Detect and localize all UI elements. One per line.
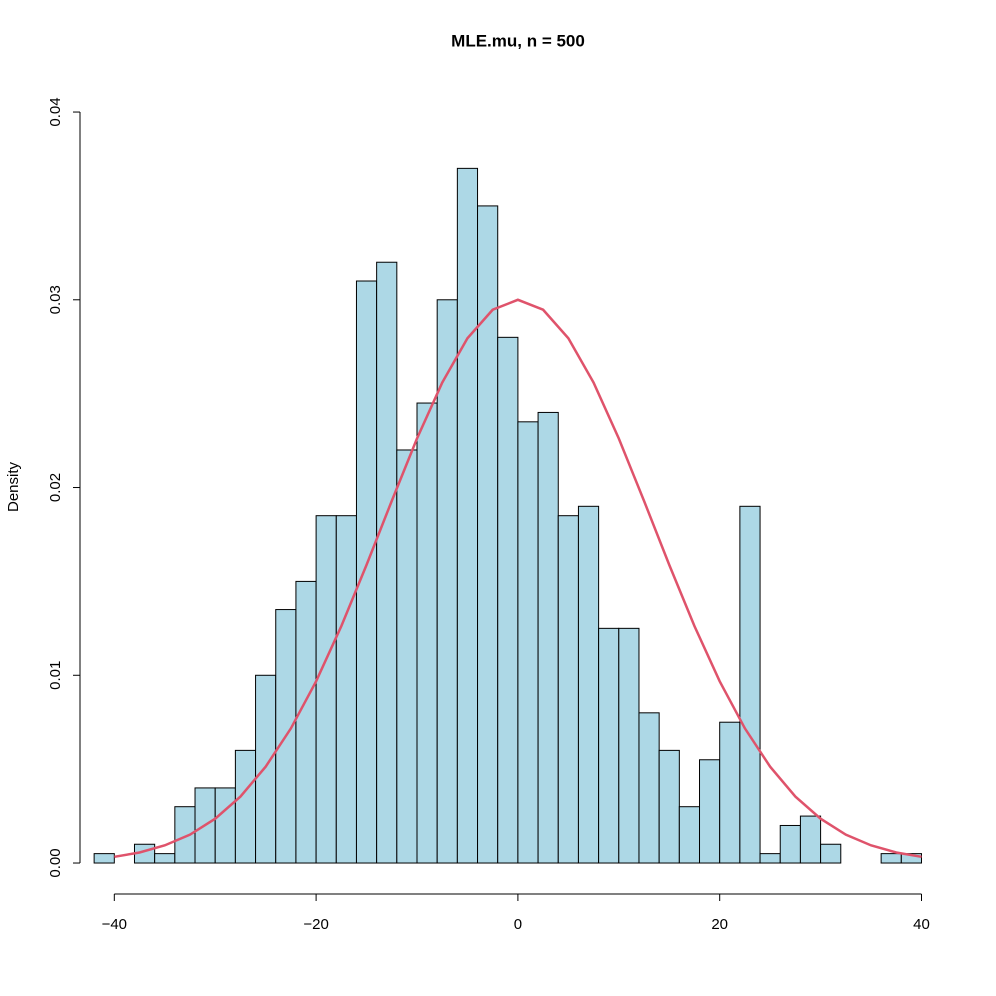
x-tick-label: 20 [711,916,728,933]
bar [456,167,479,864]
bar [638,712,660,864]
bar [799,815,822,864]
bar [295,580,317,864]
bar [537,411,559,864]
y-tick-label: 0.00 [47,848,64,877]
bar [396,449,418,864]
x-tick-label: −40 [102,916,127,933]
bar [739,505,761,864]
bar [880,853,902,864]
bar [234,749,257,864]
x-tick-label: 0 [514,916,522,933]
bar [557,515,579,864]
bar [517,421,539,864]
bar [678,806,701,864]
bar [315,515,337,864]
bar [376,261,398,864]
bar [355,280,378,864]
y-axis-label: Density [5,461,22,512]
bar [255,674,277,864]
bar [214,787,236,864]
bar [779,824,801,864]
bar [598,627,620,864]
chart-title: MLE.mu, n = 500 [451,31,585,50]
x-tick-label: 40 [913,916,930,933]
bar [416,402,438,864]
y-tick-label: 0.03 [47,285,64,314]
y-tick-label: 0.04 [47,97,64,126]
y-tick-label: 0.01 [47,661,64,690]
bar [658,749,680,864]
bar [820,843,842,864]
bar [719,721,741,864]
bar [618,627,640,864]
bar [93,853,115,864]
bar [699,759,721,864]
bar [154,853,176,864]
density-curve [114,298,922,859]
bar [759,853,781,864]
bar [577,505,600,864]
x-tick-label: −20 [303,916,328,933]
bar [335,515,357,864]
bar [900,853,922,864]
bar [477,205,499,864]
bar [497,336,519,864]
y-tick-label: 0.02 [47,473,64,502]
